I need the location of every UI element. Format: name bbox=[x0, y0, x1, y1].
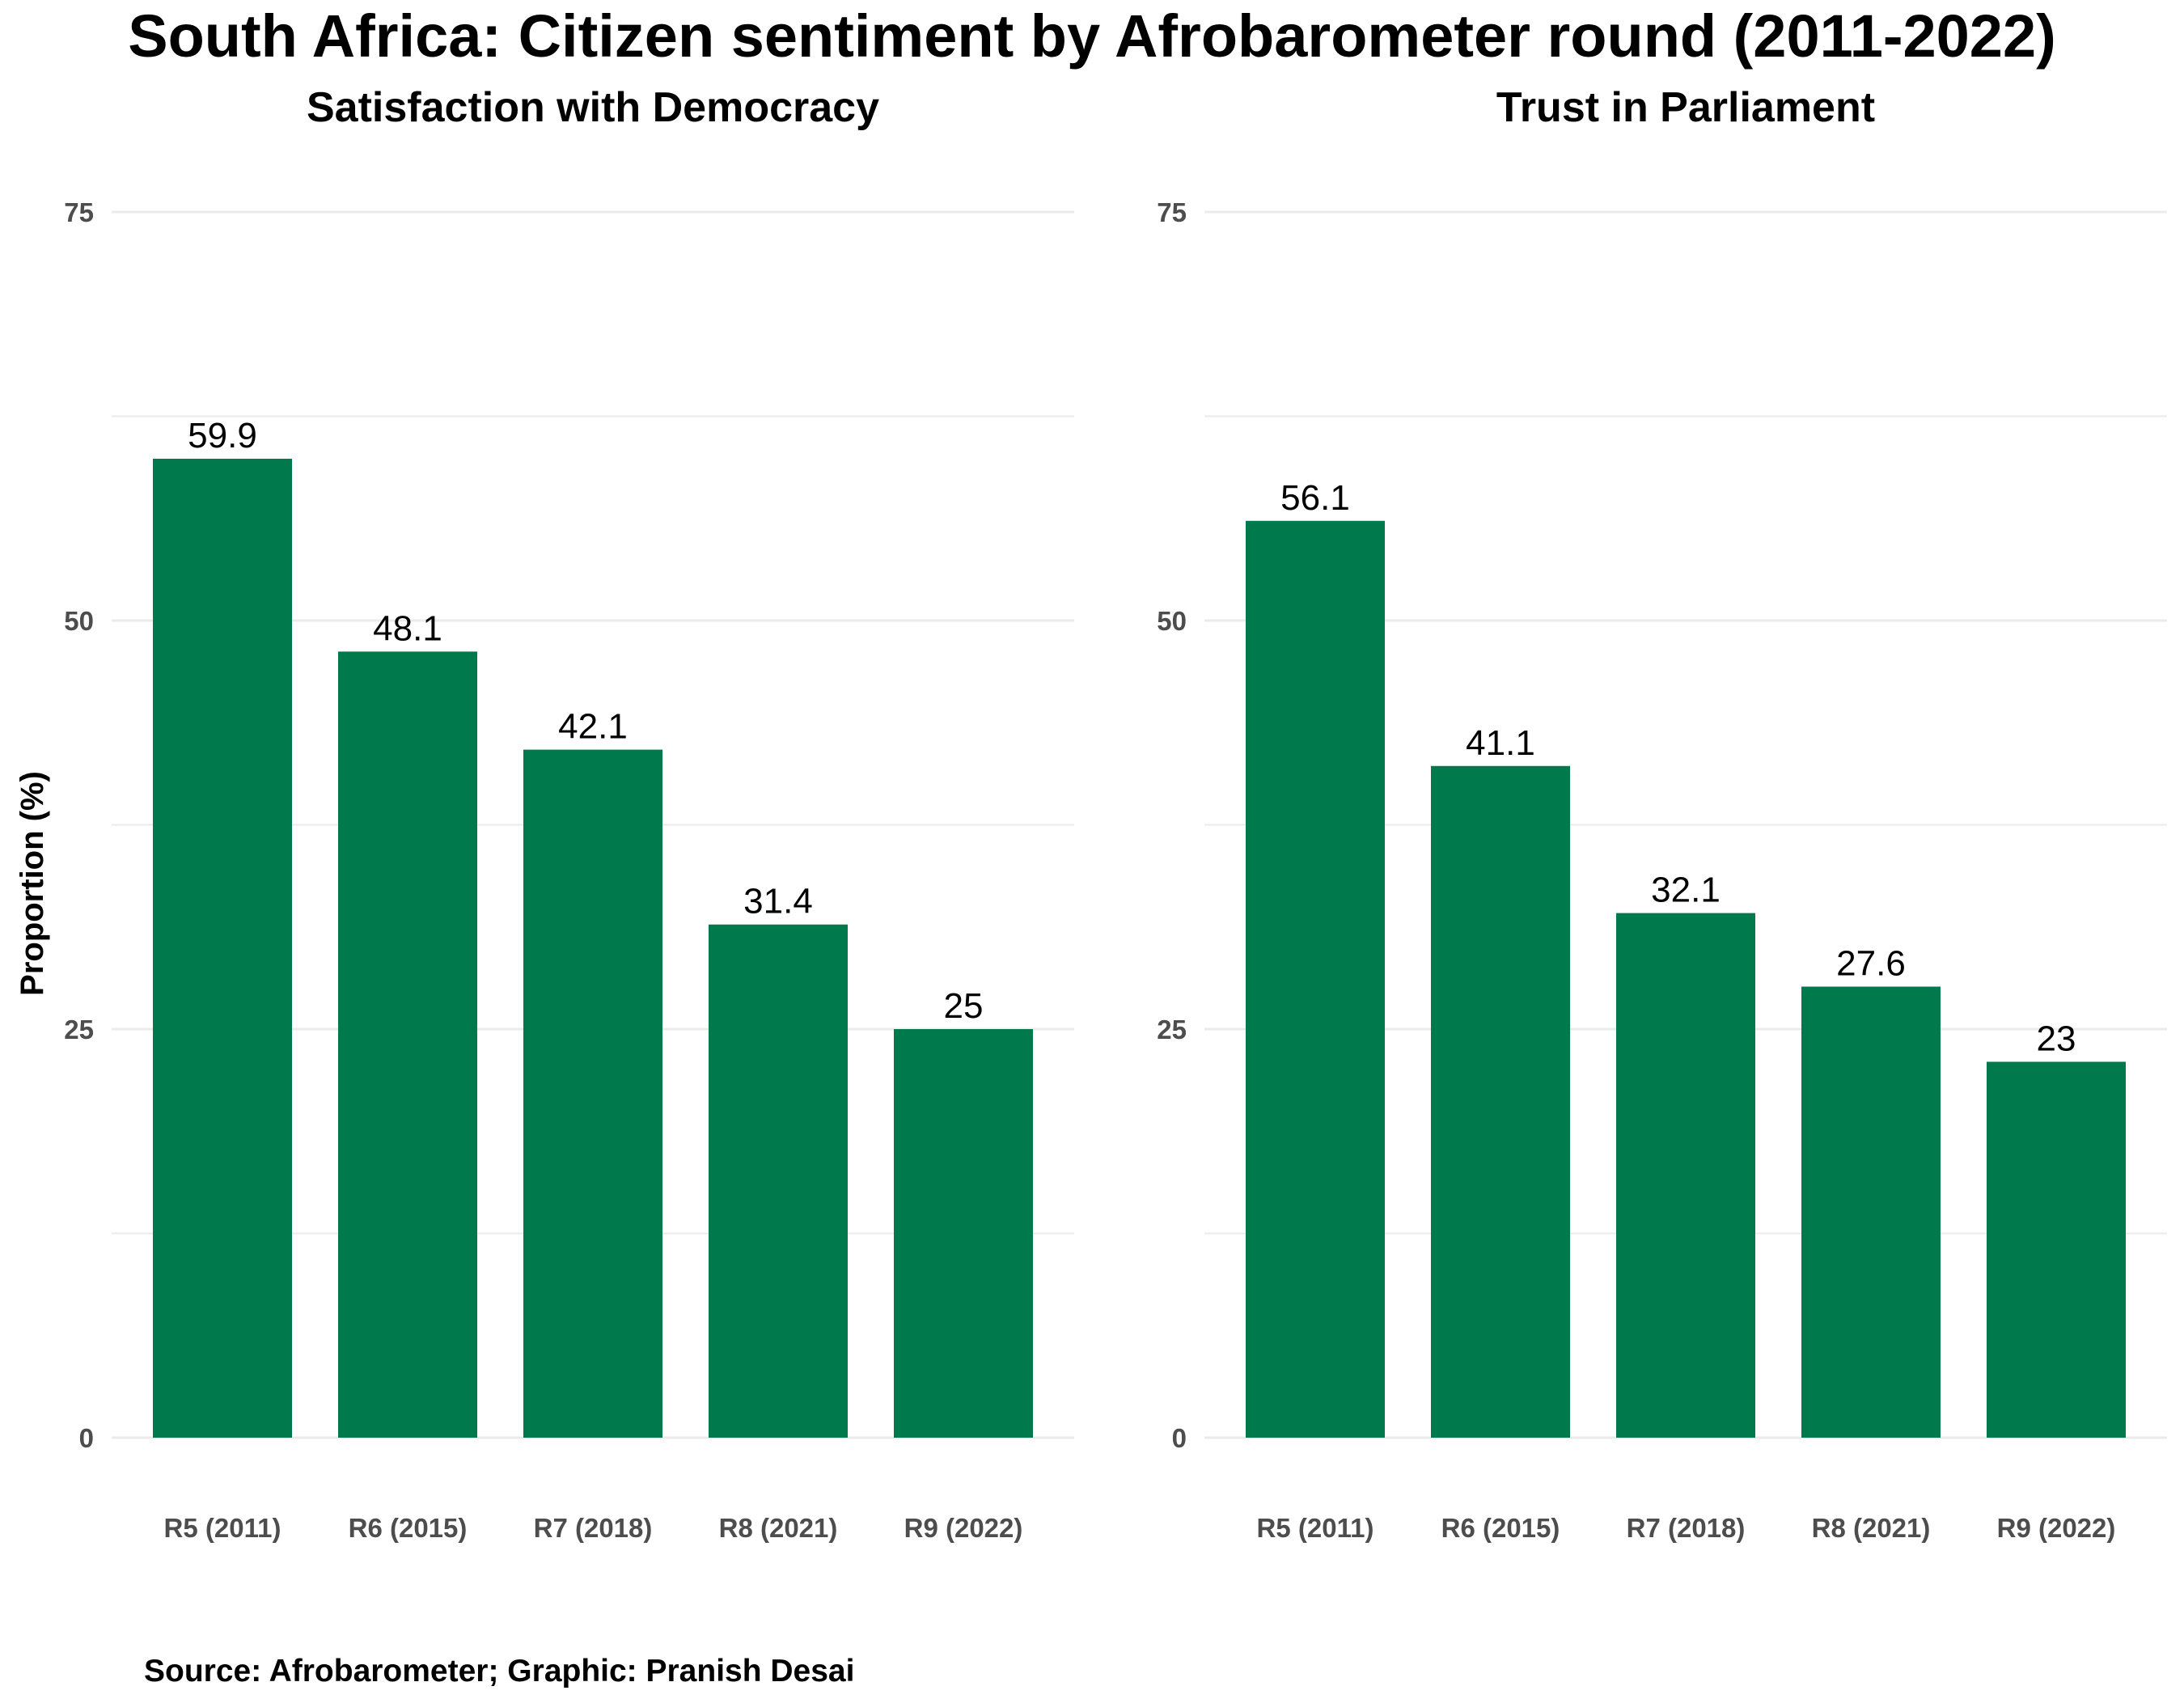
x-tick-label: R5 (2011) bbox=[1257, 1513, 1374, 1543]
data-label: 27.6 bbox=[1836, 943, 1906, 983]
x-tick-label: R7 (2018) bbox=[534, 1513, 653, 1543]
x-tick-label: R6 (2015) bbox=[349, 1513, 468, 1543]
data-label: 31.4 bbox=[743, 882, 813, 922]
panel-title: Trust in Parliament bbox=[1496, 84, 1875, 131]
data-label: 42.1 bbox=[558, 707, 628, 747]
x-tick-label: R9 (2022) bbox=[1997, 1513, 2116, 1543]
bar bbox=[1431, 765, 1570, 1438]
y-axis-label: Proportion (%) bbox=[15, 771, 50, 996]
y-tick-label: 25 bbox=[64, 1015, 94, 1044]
source-caption: Source: Afrobarometer; Graphic: Pranish … bbox=[144, 1654, 855, 1688]
page-title: South Africa: Citizen sentiment by Afrob… bbox=[128, 2, 2056, 70]
data-label: 48.1 bbox=[373, 608, 442, 648]
x-tick-label: R8 (2021) bbox=[719, 1513, 838, 1543]
data-label: 59.9 bbox=[188, 416, 257, 455]
x-tick-label: R7 (2018) bbox=[1627, 1513, 1746, 1543]
y-tick-label: 0 bbox=[1172, 1423, 1187, 1453]
bar bbox=[1801, 986, 1941, 1438]
y-tick-label: 25 bbox=[1157, 1015, 1187, 1044]
bar bbox=[1246, 520, 1385, 1438]
bar bbox=[1616, 913, 1755, 1438]
data-label: 23 bbox=[2037, 1019, 2076, 1058]
x-tick-label: R9 (2022) bbox=[904, 1513, 1023, 1543]
y-tick-label: 0 bbox=[79, 1423, 94, 1453]
y-tick-label: 75 bbox=[64, 197, 94, 227]
data-label: 25 bbox=[944, 986, 984, 1026]
bar bbox=[894, 1029, 1033, 1438]
data-label: 56.1 bbox=[1280, 478, 1350, 518]
panel-title: Satisfaction with Democracy bbox=[307, 84, 879, 131]
x-tick-label: R5 (2011) bbox=[164, 1513, 281, 1543]
bar bbox=[338, 651, 477, 1438]
y-tick-label: 50 bbox=[64, 606, 94, 636]
x-tick-label: R8 (2021) bbox=[1812, 1513, 1931, 1543]
data-label: 41.1 bbox=[1466, 723, 1535, 763]
data-label: 32.1 bbox=[1651, 871, 1721, 910]
bar bbox=[523, 749, 662, 1438]
bar bbox=[1987, 1061, 2126, 1438]
bar bbox=[709, 924, 848, 1438]
y-tick-label: 75 bbox=[1157, 197, 1187, 227]
x-tick-label: R6 (2015) bbox=[1441, 1513, 1560, 1543]
bar bbox=[153, 459, 292, 1438]
y-tick-label: 50 bbox=[1157, 606, 1187, 636]
